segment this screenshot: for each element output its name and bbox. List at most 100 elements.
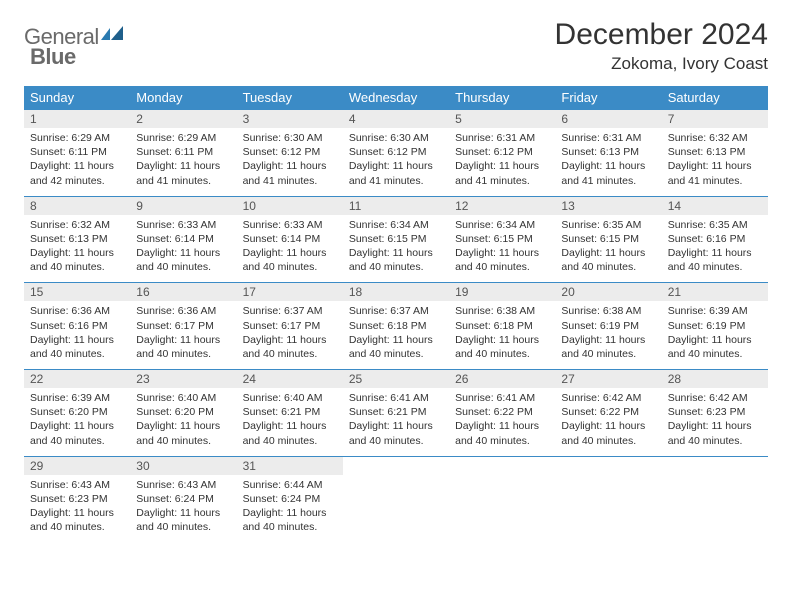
sunset-line: Sunset: 6:18 PM bbox=[455, 319, 549, 333]
day-content-cell: Sunrise: 6:38 AMSunset: 6:18 PMDaylight:… bbox=[449, 301, 555, 369]
daylight-line: Daylight: 11 hours and 40 minutes. bbox=[136, 506, 230, 534]
day-number-cell: 19 bbox=[449, 283, 555, 302]
sunrise-line: Sunrise: 6:35 AM bbox=[561, 218, 655, 232]
weekday-header: Thursday bbox=[449, 86, 555, 110]
sunrise-line: Sunrise: 6:38 AM bbox=[561, 304, 655, 318]
brand-word2: Blue bbox=[30, 44, 76, 69]
daylight-line: Daylight: 11 hours and 40 minutes. bbox=[349, 333, 443, 361]
daynum-row: 891011121314 bbox=[24, 196, 768, 215]
sunrise-line: Sunrise: 6:30 AM bbox=[243, 131, 337, 145]
day-number-cell: 29 bbox=[24, 456, 130, 475]
daylight-line: Daylight: 11 hours and 40 minutes. bbox=[30, 419, 124, 447]
content-row: Sunrise: 6:39 AMSunset: 6:20 PMDaylight:… bbox=[24, 388, 768, 456]
content-row: Sunrise: 6:29 AM Sunset: 6:11 PM Daylight:… bbox=[24, 128, 768, 196]
day-content-cell: Sunrise: 6:33 AMSunset: 6:14 PMDaylight:… bbox=[237, 215, 343, 283]
daylight-line: Daylight: 11 hours and 40 minutes. bbox=[136, 419, 230, 447]
daylight-line: Daylight: 11 hours and 40 minutes. bbox=[668, 419, 762, 447]
daylight-line: Daylight: 11 hours and 40 minutes. bbox=[136, 246, 230, 274]
day-content-cell: Sunrise: 6:36 AMSunset: 6:16 PMDaylight:… bbox=[24, 301, 130, 369]
daylight-line: Daylight: 11 hours and 40 minutes. bbox=[243, 246, 337, 274]
daylight-line: Daylight: 11 hours and 40 minutes. bbox=[349, 419, 443, 447]
sunset-line: Sunset: 6:22 PM bbox=[455, 405, 549, 419]
brand-word2-wrap: Blue bbox=[30, 44, 76, 70]
day-content-cell: Sunrise: 6:41 AMSunset: 6:22 PMDaylight:… bbox=[449, 388, 555, 456]
daynum-row: 1234567 bbox=[24, 110, 768, 129]
daylight-line: Daylight: 11 hours and 41 minutes. bbox=[243, 159, 337, 187]
day-number-cell: 5 bbox=[449, 110, 555, 129]
daynum-row: 22232425262728 bbox=[24, 370, 768, 389]
sunrise-line: Sunrise: 6:42 AM bbox=[668, 391, 762, 405]
sunset-line: Sunset: 6:24 PM bbox=[136, 492, 230, 506]
sunset-line: Sunset: 6:24 PM bbox=[243, 492, 337, 506]
sunset-line: Sunset: 6:21 PM bbox=[349, 405, 443, 419]
sunset-line: Sunset: 6:17 PM bbox=[136, 319, 230, 333]
month-title: December 2024 bbox=[555, 18, 768, 52]
weekday-header-row: Sunday Monday Tuesday Wednesday Thursday… bbox=[24, 86, 768, 110]
sunset-line: Sunset: 6:19 PM bbox=[561, 319, 655, 333]
weekday-header: Wednesday bbox=[343, 86, 449, 110]
sunrise-line: Sunrise: 6:37 AM bbox=[349, 304, 443, 318]
weekday-header: Sunday bbox=[24, 86, 130, 110]
sunset-line: Sunset: 6:13 PM bbox=[561, 145, 655, 159]
sunrise-line: Sunrise: 6:39 AM bbox=[668, 304, 762, 318]
day-number-cell: 10 bbox=[237, 196, 343, 215]
sunset-line: Sunset: 6:14 PM bbox=[243, 232, 337, 246]
sunset-line: Sunset: 6:16 PM bbox=[30, 319, 124, 333]
day-content-cell: Sunrise: 6:29 AMSunset: 6:11 PMDaylight:… bbox=[24, 128, 130, 196]
sunrise-line: Sunrise: 6:44 AM bbox=[243, 478, 337, 492]
day-content-cell: Sunrise: 6:40 AMSunset: 6:20 PMDaylight:… bbox=[130, 388, 236, 456]
daylight-line: Daylight: 11 hours and 40 minutes. bbox=[243, 333, 337, 361]
sunrise-line: Sunrise: 6:33 AM bbox=[136, 218, 230, 232]
day-number-cell: 2 bbox=[130, 110, 236, 129]
day-number-cell: 11 bbox=[343, 196, 449, 215]
day-number-cell: 4 bbox=[343, 110, 449, 129]
daylight-line: Daylight: 11 hours and 40 minutes. bbox=[243, 506, 337, 534]
sunset-line: Sunset: 6:15 PM bbox=[455, 232, 549, 246]
day-content-cell bbox=[449, 475, 555, 543]
day-number-cell: 12 bbox=[449, 196, 555, 215]
sunrise-line: Sunrise: 6:35 AM bbox=[668, 218, 762, 232]
sunrise-line: Sunrise: 6:43 AM bbox=[30, 478, 124, 492]
day-content-cell: Sunrise: 6:33 AMSunset: 6:14 PMDaylight:… bbox=[130, 215, 236, 283]
sunrise-line: Sunrise: 6:32 AM bbox=[30, 218, 124, 232]
day-number-cell: 20 bbox=[555, 283, 661, 302]
day-number-cell bbox=[449, 456, 555, 475]
day-content-cell: Sunrise: 6:29 AMSunset: 6:11 PMDaylight:… bbox=[130, 128, 236, 196]
sunset-line: Sunset: 6:17 PM bbox=[243, 319, 337, 333]
sunrise-line: Sunrise: 6:34 AM bbox=[349, 218, 443, 232]
sunset-line: Sunset: 6:12 PM bbox=[243, 145, 337, 159]
day-content-cell: Sunrise: 6:39 AMSunset: 6:19 PMDaylight:… bbox=[662, 301, 768, 369]
day-content-cell: Sunrise: 6:31 AMSunset: 6:12 PMDaylight:… bbox=[449, 128, 555, 196]
day-content-cell: Sunrise: 6:44 AMSunset: 6:24 PMDaylight:… bbox=[237, 475, 343, 543]
day-content-cell: Sunrise: 6:38 AMSunset: 6:19 PMDaylight:… bbox=[555, 301, 661, 369]
daylight-line: Daylight: 11 hours and 40 minutes. bbox=[349, 246, 443, 274]
daylight-line: Daylight: 11 hours and 41 minutes. bbox=[136, 159, 230, 187]
weekday-header: Monday bbox=[130, 86, 236, 110]
day-number-cell: 1 bbox=[24, 110, 130, 129]
day-number-cell: 13 bbox=[555, 196, 661, 215]
daylight-line: Daylight: 11 hours and 40 minutes. bbox=[668, 333, 762, 361]
sunrise-line: Sunrise: 6:41 AM bbox=[349, 391, 443, 405]
day-number-cell: 6 bbox=[555, 110, 661, 129]
day-number-cell bbox=[555, 456, 661, 475]
daylight-line: Daylight: 11 hours and 40 minutes. bbox=[561, 419, 655, 447]
sunset-line: Sunset: 6:14 PM bbox=[136, 232, 230, 246]
daylight-line: Daylight: 11 hours and 41 minutes. bbox=[455, 159, 549, 187]
sunset-line: Sunset: 6:19 PM bbox=[668, 319, 762, 333]
sunrise-line: Sunrise: 6:29 AM bbox=[136, 131, 230, 145]
daylight-line: Daylight: 11 hours and 40 minutes. bbox=[455, 333, 549, 361]
day-number-cell: 22 bbox=[24, 370, 130, 389]
content-row: Sunrise: 6:36 AMSunset: 6:16 PMDaylight:… bbox=[24, 301, 768, 369]
day-number-cell: 15 bbox=[24, 283, 130, 302]
day-content-cell bbox=[662, 475, 768, 543]
daylight-line: Daylight: 11 hours and 40 minutes. bbox=[561, 333, 655, 361]
day-number-cell: 7 bbox=[662, 110, 768, 129]
sunrise-line: Sunrise: 6:32 AM bbox=[668, 131, 762, 145]
day-content-cell: Sunrise: 6:42 AMSunset: 6:23 PMDaylight:… bbox=[662, 388, 768, 456]
sunset-line: Sunset: 6:11 PM bbox=[30, 145, 124, 159]
sunrise-line: Sunrise: 6:34 AM bbox=[455, 218, 549, 232]
day-number-cell: 17 bbox=[237, 283, 343, 302]
sunset-line: Sunset: 6:15 PM bbox=[561, 232, 655, 246]
day-number-cell: 9 bbox=[130, 196, 236, 215]
sunrise-line: Sunrise: 6:42 AM bbox=[561, 391, 655, 405]
